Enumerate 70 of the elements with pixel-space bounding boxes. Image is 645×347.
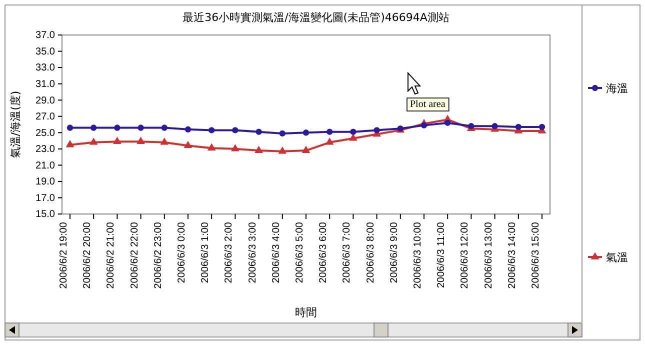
x-tick-label: 2006/6/3 2:00 [224, 222, 235, 284]
point [184, 126, 192, 132]
point [66, 124, 74, 131]
y-tick-label: 31.0 [36, 79, 56, 90]
y-tick-label: 19.0 [36, 176, 56, 188]
x-axis-title: 時間 [295, 306, 317, 319]
x-tick-label: 2006/6/2 20:00 [82, 222, 94, 289]
x-tick-label: 2006/6/3 6:00 [318, 222, 330, 284]
y-tick-label: 29.0 [36, 95, 56, 106]
point [161, 124, 168, 131]
point [302, 130, 310, 136]
point [256, 128, 262, 135]
legend-label: 海溫 [606, 82, 628, 95]
y-tick-label: 23.0 [36, 144, 56, 156]
y-tick-label: 25.0 [36, 128, 56, 139]
point [279, 130, 286, 137]
point [138, 124, 144, 131]
x-tick-label: 2006/6/3 15:00 [530, 222, 542, 289]
point [326, 128, 333, 135]
x-tick-label: 2006/6/3 7:00 [342, 222, 353, 284]
legend-label: 氣溫 [606, 251, 628, 264]
point [232, 127, 238, 134]
point [350, 128, 356, 135]
y-tick-label: 33.0 [36, 62, 56, 74]
point [278, 146, 287, 154]
point [231, 144, 240, 152]
point [208, 127, 215, 134]
x-tick-label: 2006/6/3 12:00 [460, 222, 471, 289]
point [114, 124, 120, 131]
x-tick-label: 2006/6/3 4:00 [270, 222, 282, 284]
annotation: Plot area [410, 99, 446, 110]
point [515, 124, 522, 130]
x-tick-label: 2006/6/2 21:00 [106, 222, 117, 289]
x-tick-label: 2006/6/3 13:00 [483, 222, 494, 289]
y-tick-label: 35.0 [36, 46, 56, 58]
point [184, 140, 192, 148]
point [160, 138, 169, 145]
x-tick-label: 2006/6/3 1:00 [200, 222, 212, 284]
point [207, 143, 216, 150]
x-tick-label: 2006/6/3 11:00 [436, 222, 448, 288]
point [420, 122, 428, 128]
y-tick-label: 17.0 [36, 192, 56, 204]
point [66, 140, 74, 148]
y-tick-label: 27.0 [36, 112, 56, 123]
point [113, 136, 122, 144]
point [325, 138, 334, 145]
point [538, 124, 546, 130]
point [374, 127, 380, 134]
y-axis-title: 氣溫/海溫(度) [9, 90, 22, 158]
x-tick-label: 2006/6/3 10:00 [412, 222, 424, 289]
x-tick-label: 2006/6/3 9:00 [388, 222, 400, 284]
point [136, 136, 145, 144]
y-tick-label: 21.0 [36, 160, 56, 172]
point [89, 138, 98, 145]
x-tick-label: 2006/6/3 0:00 [176, 222, 188, 284]
x-tick-label: 2006/6/3 3:00 [247, 222, 258, 284]
point [254, 146, 263, 153]
x-tick-label: 2006/6/3 14:00 [506, 222, 518, 289]
x-tick-label: 2006/6/2 19:00 [58, 222, 70, 289]
x-tick-label: 2006/6/2 23:00 [152, 222, 164, 289]
point [90, 124, 97, 131]
point [302, 146, 310, 153]
x-tick-label: 2006/6/3 8:00 [365, 222, 376, 284]
point [492, 123, 498, 130]
point [444, 120, 451, 126]
x-tick-label: 2006/6/3 5:00 [294, 222, 306, 284]
y-tick-label: 15.0 [36, 209, 56, 220]
chart-title: 最近36小時實測氣溫/海溫變化圖(未品管)46694A測站 [182, 11, 450, 24]
y-tick-label: 37.0 [36, 30, 56, 42]
x-tick-label: 2006/6/2 22:00 [129, 222, 140, 289]
